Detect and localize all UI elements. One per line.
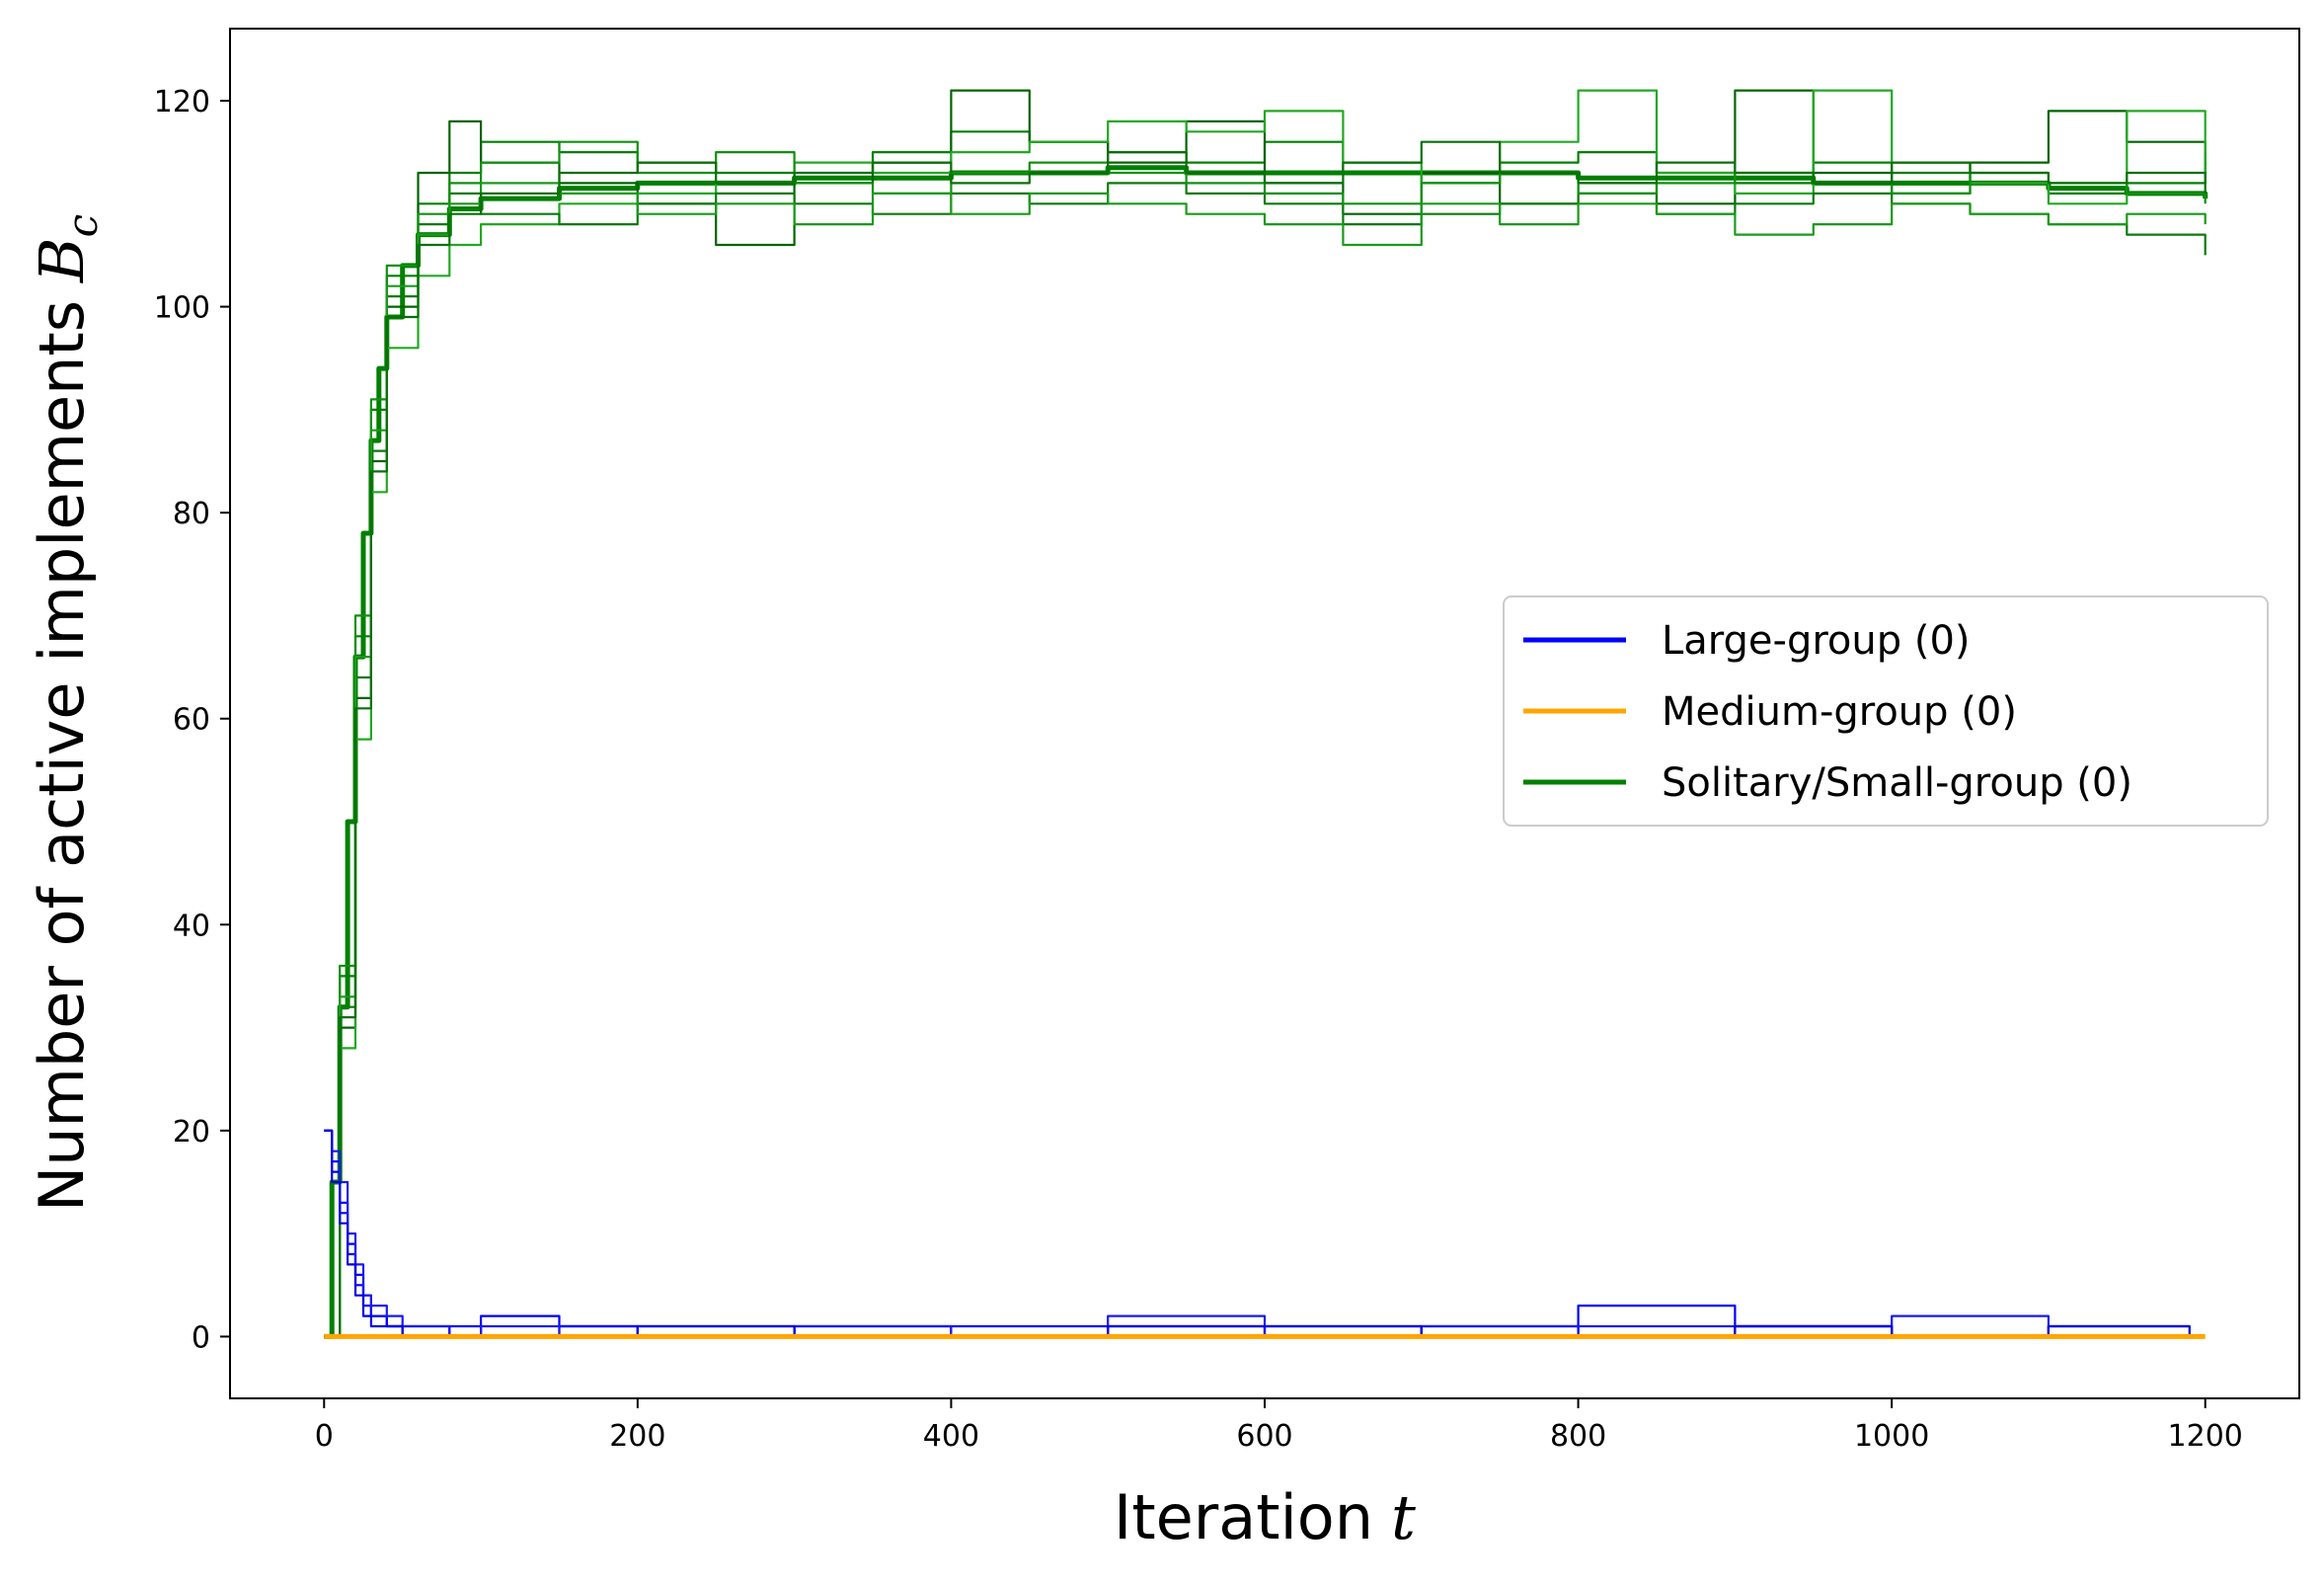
y-tick-label: 80	[173, 497, 210, 531]
y-tick-label: 40	[173, 909, 210, 943]
legend-label-medium-group: Medium-group (0)	[1662, 689, 2017, 735]
x-tick-label: 600	[1236, 1419, 1292, 1454]
x-tick-label: 400	[923, 1419, 979, 1454]
y-axis-variable: B	[26, 237, 98, 283]
legend: Large-group (0) Medium-group (0) Solitar…	[1503, 595, 2269, 827]
y-tick-label: 60	[173, 703, 210, 738]
x-tick-label: 1200	[2168, 1419, 2243, 1454]
legend-label-small-group: Solitary/Small-group (0)	[1662, 760, 2132, 806]
x-tick-label: 1000	[1854, 1419, 1929, 1454]
y-tick-label: 100	[154, 291, 210, 326]
y-tick-label: 20	[173, 1115, 210, 1150]
x-axis-label: Iteration t	[1114, 1481, 1416, 1553]
legend-label-large-group: Large-group (0)	[1662, 618, 1971, 664]
y-axis-label: Number of active implements Bc	[26, 214, 107, 1212]
x-tick-label: 200	[609, 1419, 665, 1454]
x-axis-label-text: Iteration	[1114, 1481, 1373, 1553]
y-axis-ticks: 0 20 40 60 80 100 120	[154, 85, 230, 1355]
series-line-solitary-small-group-7	[324, 140, 2207, 1338]
series-line-large-group-10	[324, 1129, 2190, 1338]
legend-frame	[1503, 595, 2269, 827]
y-tick-label: 120	[154, 85, 210, 119]
y-axis-variable-subscript: c	[58, 214, 107, 238]
x-axis-ticks: 0 200 400 600 800 1000 1200	[315, 1398, 2243, 1454]
x-tick-label: 800	[1550, 1419, 1606, 1454]
x-axis-variable: t	[1391, 1481, 1416, 1553]
y-axis-label-text: Number of active implements	[26, 300, 98, 1212]
series-layer	[324, 89, 2208, 1339]
series-line-solitary-small-group-0	[324, 165, 2208, 1339]
x-tick-label: 0	[315, 1419, 334, 1454]
y-tick-label: 0	[192, 1320, 210, 1355]
